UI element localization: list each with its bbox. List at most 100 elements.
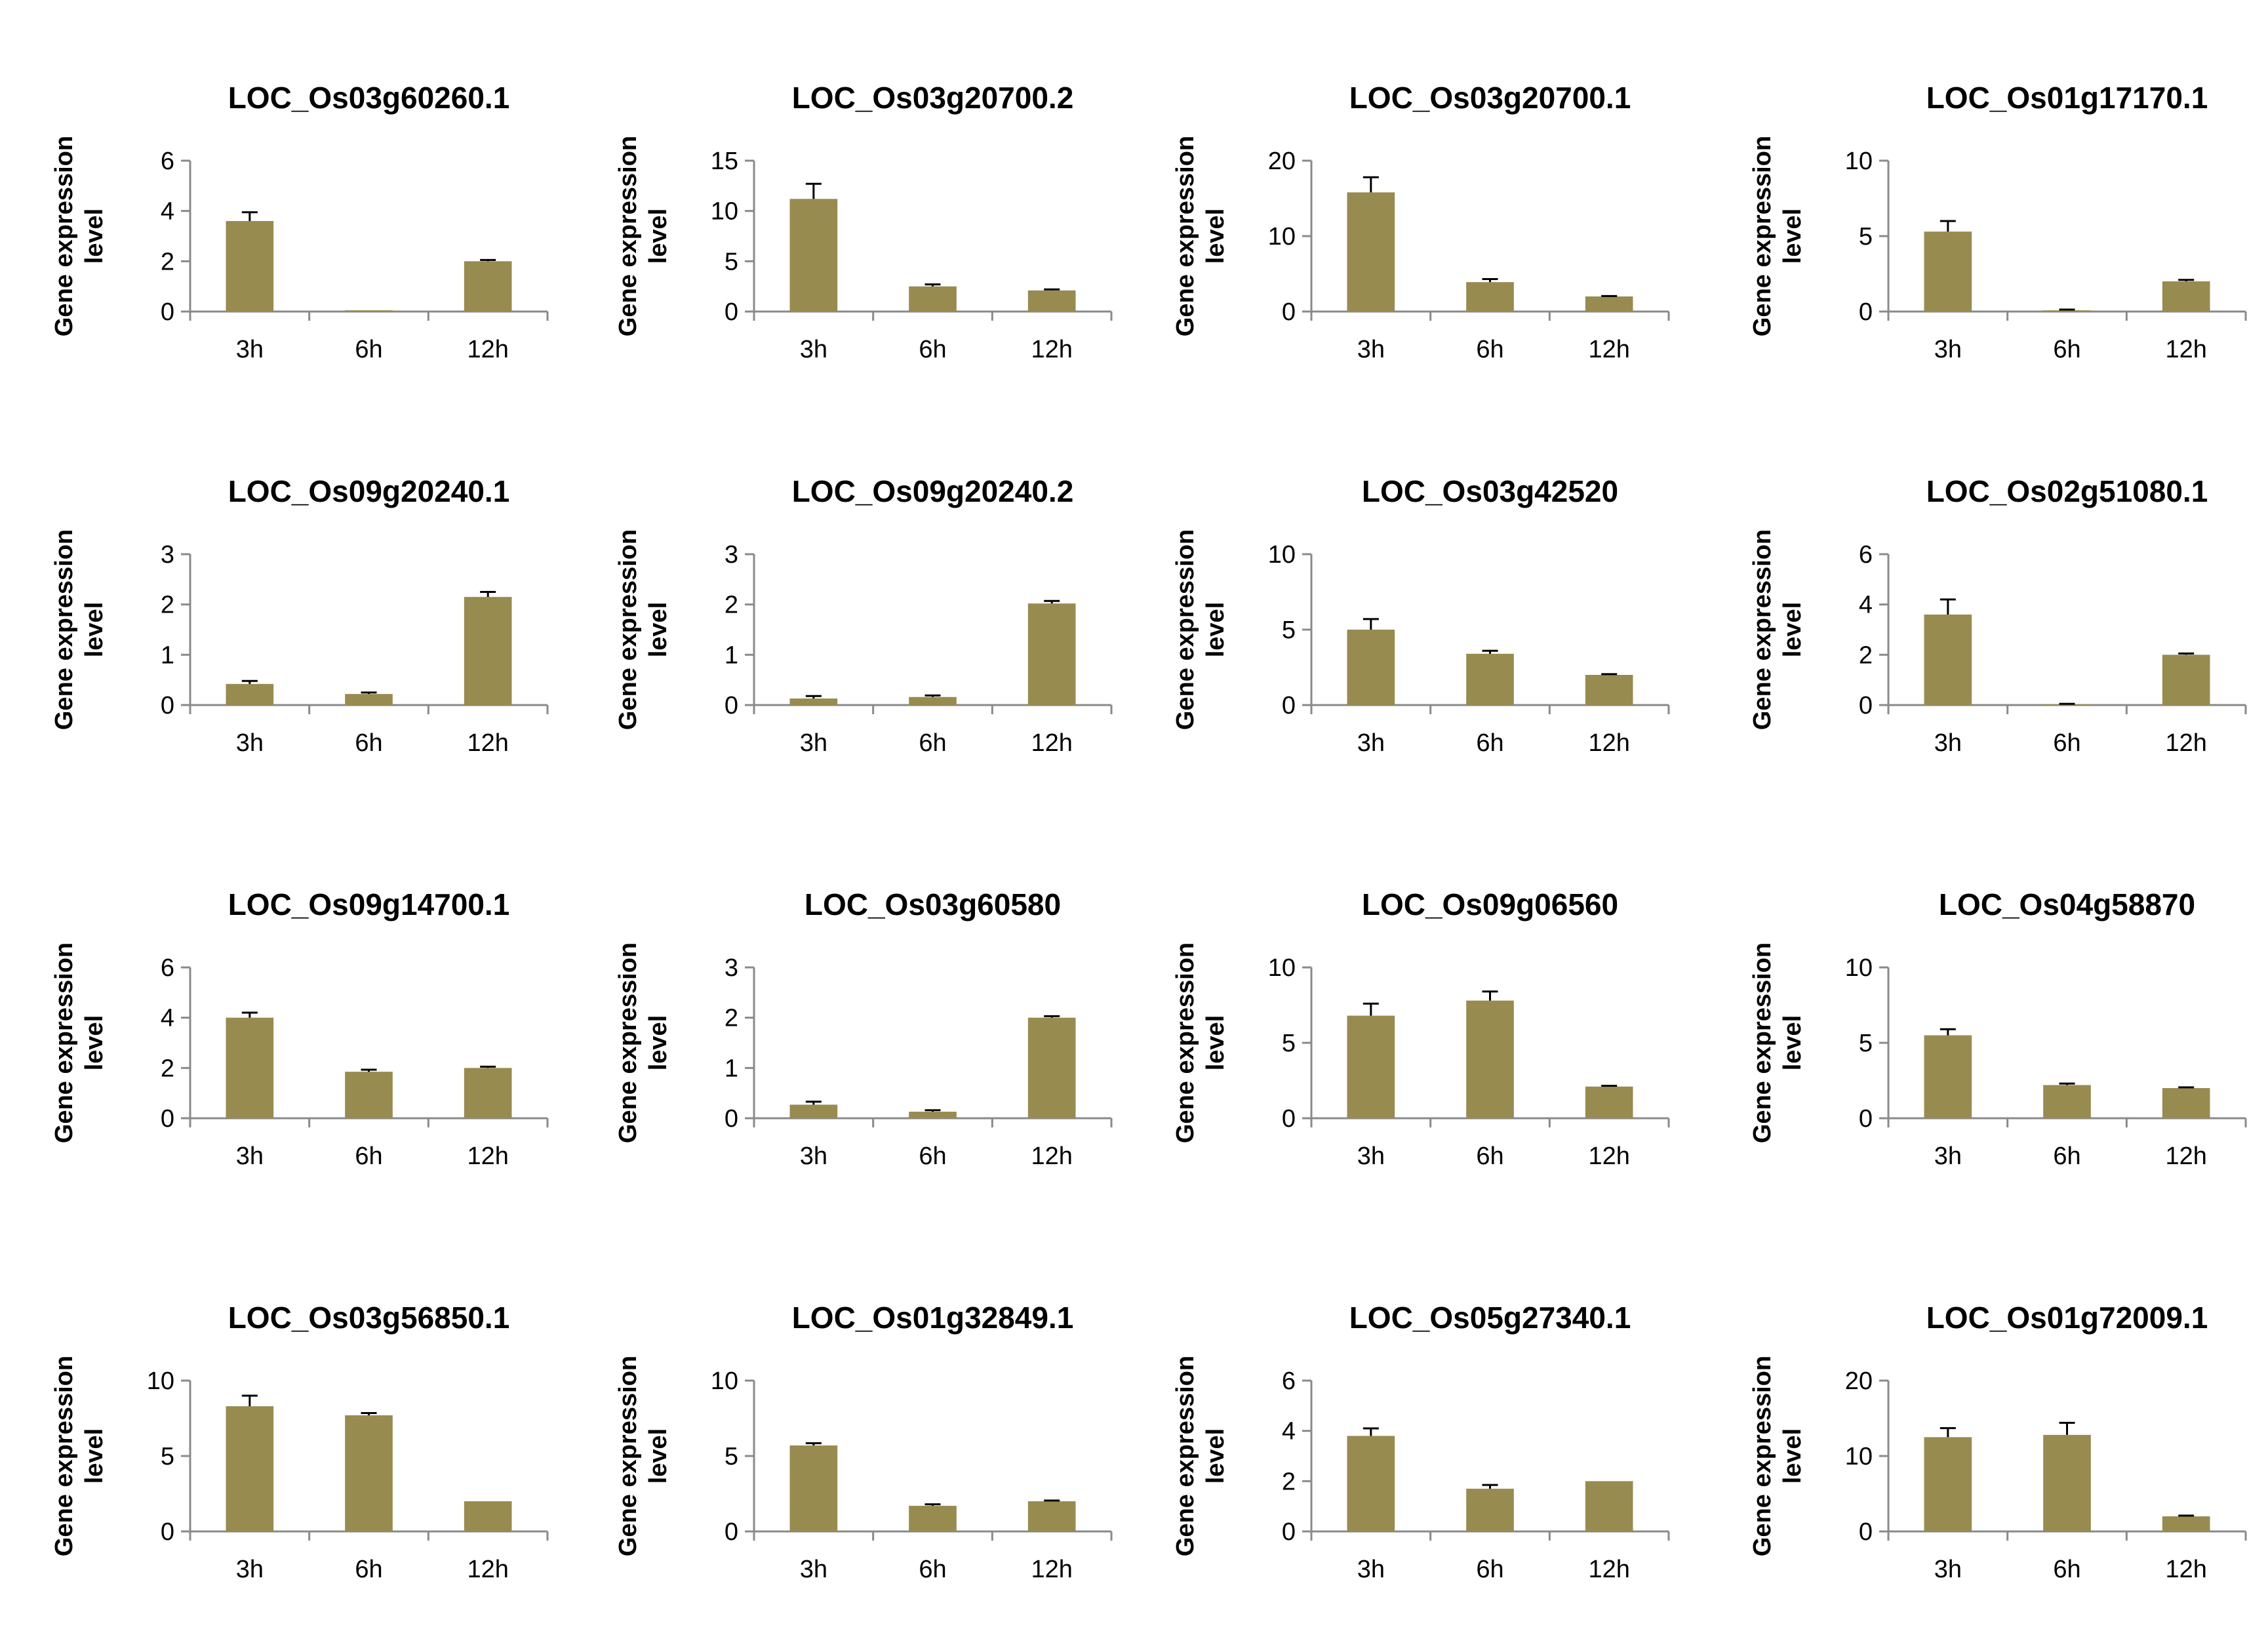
x-tick-label: 12h bbox=[1588, 729, 1629, 757]
y-axis-label-line: Gene expression bbox=[50, 136, 78, 336]
chart-panel: LOC_Os03g42520 Gene expression level 0 5 10 3h… bbox=[1172, 474, 1670, 757]
bar bbox=[1027, 1501, 1076, 1531]
y-axis-label-line: Gene expression bbox=[614, 1356, 642, 1556]
bar bbox=[464, 597, 512, 705]
chart-panel: LOC_Os03g60260.1 Gene expression level 0 2 4 6… bbox=[50, 81, 549, 363]
bar bbox=[1924, 232, 1972, 312]
x-tick-label: 6h bbox=[355, 336, 382, 363]
x-tick-label: 3h bbox=[1934, 336, 1962, 363]
y-axis-label-line: level bbox=[1202, 209, 1229, 264]
y-tick-label: 0 bbox=[1282, 692, 1296, 719]
x-tick-label: 6h bbox=[1476, 1143, 1503, 1170]
y-axis-label-line: level bbox=[1779, 1015, 1806, 1071]
chart-panel: LOC_Os01g32849.1 Gene expression level 0 5 10… bbox=[614, 1301, 1113, 1583]
y-tick-label: 5 bbox=[725, 1443, 738, 1470]
x-tick-label: 6h bbox=[2053, 1556, 2080, 1583]
y-axis-label: Gene expression level bbox=[1172, 529, 1229, 730]
y-tick-label: 0 bbox=[725, 1105, 738, 1133]
x-tick-label: 12h bbox=[1588, 1143, 1629, 1170]
bar bbox=[789, 698, 838, 705]
bar bbox=[1585, 1481, 1633, 1531]
y-axis-label-line: level bbox=[81, 602, 108, 658]
bar bbox=[909, 697, 957, 705]
bar bbox=[345, 1072, 393, 1118]
y-tick-label: 0 bbox=[1859, 692, 1873, 719]
x-tick-label: 6h bbox=[355, 1143, 382, 1170]
bar bbox=[464, 1501, 512, 1531]
y-tick-label: 0 bbox=[1282, 298, 1296, 326]
x-tick-label: 12h bbox=[467, 336, 508, 363]
x-tick-label: 3h bbox=[800, 336, 827, 363]
y-tick-label: 2 bbox=[725, 592, 738, 619]
bar bbox=[1347, 192, 1395, 312]
chart-title: LOC_Os01g32849.1 bbox=[792, 1301, 1074, 1335]
bar bbox=[789, 199, 838, 312]
x-tick-label: 6h bbox=[355, 729, 382, 757]
y-tick-label: 0 bbox=[161, 692, 174, 719]
y-axis-label: Gene expression level bbox=[1172, 942, 1229, 1143]
y-tick-label: 0 bbox=[161, 298, 174, 326]
x-tick-label: 6h bbox=[919, 729, 946, 757]
y-tick-label: 3 bbox=[725, 541, 738, 569]
x-tick-label: 3h bbox=[236, 1556, 264, 1583]
x-tick-label: 12h bbox=[467, 729, 508, 757]
y-tick-label: 3 bbox=[161, 541, 174, 569]
y-axis-label: Gene expression level bbox=[1749, 1356, 1806, 1556]
bar bbox=[1027, 603, 1076, 705]
y-axis-label-line: level bbox=[81, 1015, 108, 1071]
y-axis-label-line: Gene expression bbox=[1172, 529, 1199, 730]
chart-title: LOC_Os01g72009.1 bbox=[1926, 1301, 2208, 1335]
y-tick-label: 2 bbox=[161, 1055, 174, 1082]
y-axis-label: Gene expression level bbox=[1172, 136, 1229, 336]
chart-panel: LOC_Os03g20700.1 Gene expression level 0 10 2… bbox=[1172, 81, 1670, 363]
y-tick-label: 0 bbox=[1859, 298, 1873, 326]
chart-title: LOC_Os04g58870 bbox=[1939, 887, 2195, 921]
y-axis-label: Gene expression level bbox=[1749, 529, 1806, 730]
bar bbox=[1924, 1035, 1972, 1118]
y-tick-label: 0 bbox=[1282, 1518, 1296, 1546]
y-axis-label-line: level bbox=[81, 1428, 108, 1484]
chart-panel: LOC_Os03g60580 Gene expression level 0 1 2 3 3h… bbox=[614, 887, 1113, 1170]
x-tick-label: 6h bbox=[2053, 1143, 2080, 1170]
bar bbox=[1466, 1000, 1514, 1118]
bar bbox=[1027, 1017, 1076, 1118]
x-tick-label: 3h bbox=[236, 336, 264, 363]
y-tick-label: 10 bbox=[1268, 223, 1296, 251]
y-tick-label: 10 bbox=[1845, 954, 1873, 982]
y-tick-label: 15 bbox=[711, 148, 738, 175]
bar bbox=[226, 1017, 274, 1118]
bar bbox=[1585, 675, 1633, 705]
y-axis-label-line: Gene expression bbox=[1172, 1356, 1199, 1556]
bar bbox=[909, 1505, 957, 1531]
x-tick-label: 3h bbox=[800, 729, 827, 757]
x-tick-label: 12h bbox=[1031, 729, 1072, 757]
chart-title: LOC_Os05g27340.1 bbox=[1349, 1301, 1631, 1335]
x-tick-label: 3h bbox=[1357, 1556, 1385, 1583]
chart-panel: LOC_Os03g56850.1 Gene expression level 0 5 10… bbox=[50, 1301, 549, 1583]
bar bbox=[909, 1112, 957, 1118]
x-tick-label: 12h bbox=[467, 1556, 508, 1583]
y-axis-label-line: Gene expression bbox=[50, 1356, 78, 1556]
y-tick-label: 5 bbox=[1859, 223, 1873, 251]
y-axis-label-line: Gene expression bbox=[1749, 1356, 1776, 1556]
bar bbox=[345, 694, 393, 705]
x-tick-label: 12h bbox=[2165, 1143, 2206, 1170]
chart-title: LOC_Os09g20240.1 bbox=[228, 474, 510, 508]
chart-title: LOC_Os03g42520 bbox=[1362, 474, 1618, 508]
x-tick-label: 12h bbox=[1031, 336, 1072, 363]
bar bbox=[2162, 1516, 2210, 1531]
x-tick-label: 6h bbox=[919, 1556, 946, 1583]
x-tick-label: 6h bbox=[1476, 1556, 1503, 1583]
chart-title: LOC_Os03g20700.1 bbox=[1349, 81, 1631, 115]
chart-panel: LOC_Os03g20700.2 Gene expression level 0 5 10… bbox=[614, 81, 1113, 363]
bar bbox=[1585, 296, 1633, 312]
y-tick-label: 0 bbox=[725, 298, 738, 326]
x-tick-label: 6h bbox=[919, 1143, 946, 1170]
x-tick-label: 6h bbox=[2053, 336, 2080, 363]
bar bbox=[2043, 1085, 2091, 1118]
x-tick-label: 3h bbox=[1357, 729, 1385, 757]
y-tick-label: 20 bbox=[1845, 1367, 1873, 1395]
x-tick-label: 3h bbox=[1934, 729, 1962, 757]
bar bbox=[789, 1104, 838, 1118]
bar bbox=[2162, 281, 2210, 312]
